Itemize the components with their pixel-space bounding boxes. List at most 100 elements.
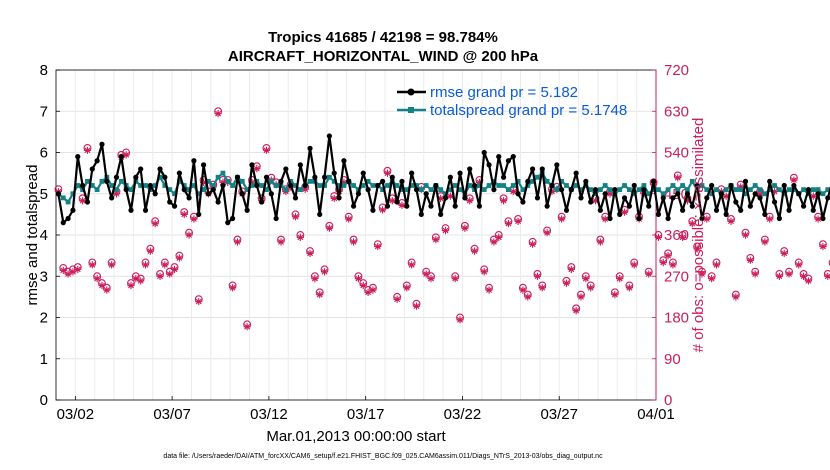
rmse-point [602,191,608,197]
rmse-point [360,170,366,176]
obs-assimilated-marker [722,192,730,200]
obs-point [412,299,421,310]
obs-assimilated-marker [330,194,338,203]
obs-assimilated-marker [529,240,537,248]
totalspread-point [409,183,415,188]
obs-assimilated-marker [567,265,575,274]
obs-point [828,259,830,268]
totalspread-point [689,178,695,184]
rmse-point [791,182,797,189]
obs-assimilated-marker [683,197,692,205]
totalspread-point [326,174,332,180]
obs-assimilated-marker [596,238,604,246]
rmse-point [302,182,308,189]
rmse-point [109,195,115,201]
obs-assimilated-marker [732,293,740,301]
obs-point [518,283,527,294]
rmse-point [767,178,773,184]
totalspread-point [418,187,424,193]
obs-assimilated-marker [804,277,813,285]
rmse-point [346,178,352,184]
rmse-point [665,215,671,222]
rmse-point [317,211,323,217]
totalspread-point [815,187,821,193]
obs-point [470,244,479,255]
obs-assimilated-marker [616,275,624,283]
obs-assimilated-marker [654,233,663,241]
totalspread-point [297,187,303,193]
rmse-point [70,207,76,213]
obs-point [344,212,353,223]
obs-assimilated-marker [591,197,600,205]
totalspread-point [738,187,744,193]
rmse-point [738,207,744,213]
y-axis-left-label: rmse and totalspread [24,165,41,306]
totalspread-point [351,183,356,188]
y-left-tick-label: 1 [40,351,48,368]
obs-point [122,148,131,159]
rmse-point [467,166,473,172]
rmse-point [762,211,768,217]
rmse-point [133,174,139,180]
rmse-point [336,195,342,201]
totalspread-point [665,187,671,193]
obs-assimilated-marker [112,190,121,198]
totalspread-point [143,183,148,188]
rmse-point [621,195,628,201]
totalspread-point [404,187,410,193]
obs-point [291,210,300,221]
obs-assimilated-marker [659,259,667,267]
x-axis-label: Mar.01,2013 00:00:00 start [266,428,446,445]
obs-point [668,258,677,269]
totalspread-point [249,183,255,188]
totalspread-point [660,191,666,197]
obs-assimilated-marker [558,215,566,223]
totalspread-point [496,183,502,188]
obs-assimilated-marker [461,224,469,232]
totalspread-point [230,183,236,188]
rmse-point [404,203,410,209]
totalspread-point [781,191,787,197]
rmse-point [263,174,270,180]
rmse-point [292,195,299,201]
obs-assimilated-marker [437,194,445,203]
obs-assimilated-marker [819,242,827,251]
y-left-tick-label: 3 [40,268,48,285]
rmse-point [191,158,197,164]
obs-point [760,235,769,246]
totalspread-point [631,191,637,197]
obs-assimilated-marker [809,192,817,200]
totalspread-point [656,187,661,193]
totalspread-point [597,187,603,193]
totalspread-point [467,183,473,188]
obs-point [180,208,189,219]
obs-assimilated-marker [88,261,96,269]
rmse-point [607,215,613,222]
totalspread-point [423,183,429,188]
rmse-point [249,162,255,168]
obs-assimilated-marker [562,279,571,287]
obs-point [780,247,789,258]
rmse-point [559,187,565,193]
totalspread-point [515,178,521,184]
obs-point [485,283,494,294]
obs-point [156,270,164,280]
rmse-point [142,207,149,213]
obs-assimilated-marker [277,238,285,246]
obs-assimilated-marker [601,215,609,223]
y-right-tick-label: 720 [664,62,689,79]
totalspread-point [452,183,458,188]
rmse-point [515,191,521,197]
obs-assimilated-marker [466,197,474,205]
totalspread-point [602,183,608,188]
obs-point [751,267,760,278]
rmse-point [486,162,492,168]
obs-assimilated-marker [214,110,222,118]
obs-assimilated-marker [524,293,532,301]
rmse-point [781,182,787,189]
totalspread-point [622,183,627,188]
rmse-point [75,154,81,160]
rmse-point [259,199,265,205]
rmse-point [210,187,216,193]
obs-point [480,265,489,276]
